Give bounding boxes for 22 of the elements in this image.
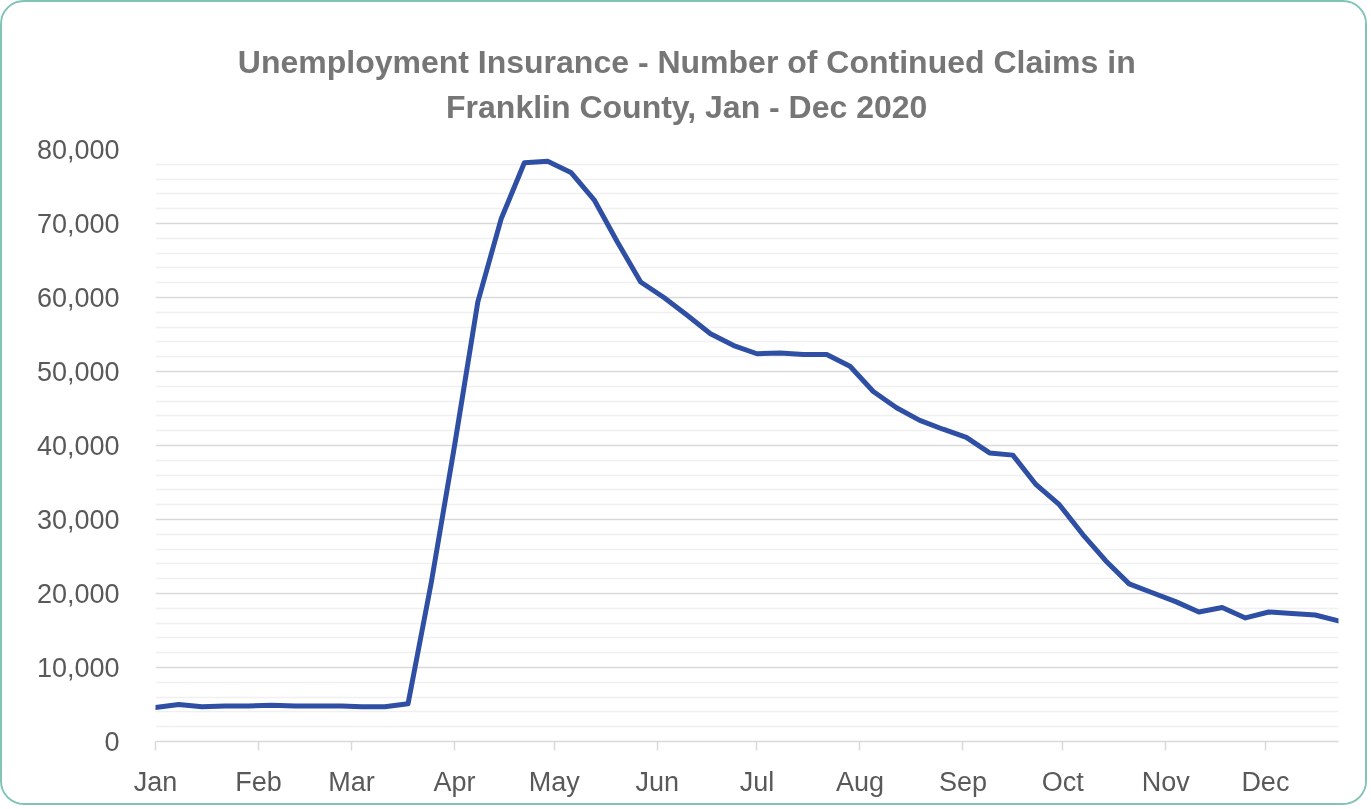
x-tick-label: May <box>528 766 581 797</box>
x-tick-label: Feb <box>235 766 282 797</box>
chart-title: Unemployment Insurance - Number of Continued Claims in Franklin County, Jan - Dec 2020 <box>237 43 1136 125</box>
y-tick-label: 40,000 <box>36 431 120 461</box>
x-tick-label: Apr <box>433 766 476 797</box>
x-tick-label: Jul <box>739 766 775 797</box>
y-tick-label: 20,000 <box>36 579 120 609</box>
x-tick-label: Aug <box>835 766 885 797</box>
x-tick-label: Dec <box>1241 766 1290 797</box>
y-tick-label: 30,000 <box>36 505 120 535</box>
x-tick-label: Nov <box>1141 766 1191 797</box>
x-tick-label: Jan <box>133 766 178 797</box>
y-tick-label: 70,000 <box>36 209 120 239</box>
y-tick-label: 0 <box>104 727 120 757</box>
y-tick-label: 80,000 <box>36 135 120 165</box>
x-tick-label: Sep <box>938 766 988 797</box>
y-tick-label: 50,000 <box>36 357 120 387</box>
x-tick-label: Jun <box>635 766 680 797</box>
x-tick-label: Oct <box>1041 766 1085 797</box>
y-tick-label: 60,000 <box>36 283 120 313</box>
y-tick-label: 10,000 <box>36 653 120 683</box>
x-tick-label: Mar <box>328 766 375 797</box>
